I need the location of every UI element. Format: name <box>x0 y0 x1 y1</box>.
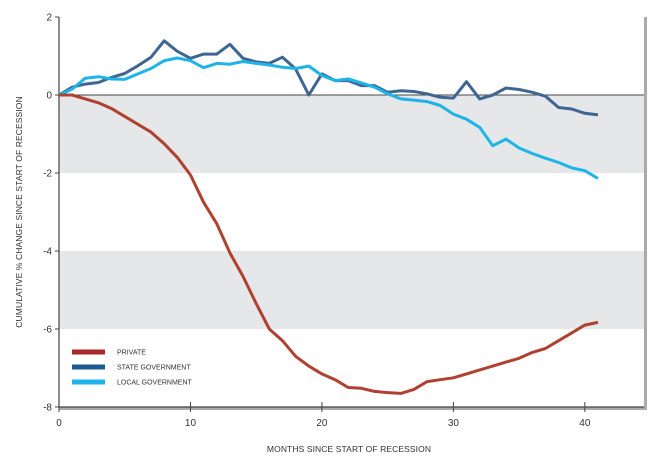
x-tick-label: 30 <box>448 418 460 429</box>
y-tick-label: 2 <box>46 13 52 24</box>
legend-swatch <box>72 349 105 355</box>
shaded-band <box>59 251 644 329</box>
y-axis-label: CUMULATIVE % CHANGE SINCE START OF RECES… <box>14 96 24 327</box>
legend-swatch <box>72 379 105 385</box>
x-axis-label: MONTHS SINCE START OF RECESSION <box>267 444 431 454</box>
legend: PRIVATE STATE GOVERNMENT LOCAL GOVERNMENT <box>72 349 193 387</box>
legend-label: STATE GOVERNMENT <box>117 365 191 372</box>
shaded-bands <box>59 95 644 329</box>
legend-swatch <box>72 364 105 370</box>
x-tick-label: 40 <box>579 418 591 429</box>
series-line-local-government <box>58 56 599 180</box>
x-tick-label: 0 <box>56 418 62 429</box>
y-tick-label: 0 <box>46 91 52 102</box>
x-tick-label: 20 <box>316 418 328 429</box>
y-tick-label: -2 <box>43 169 52 180</box>
y-tick-label: -8 <box>43 403 52 414</box>
y-tick-label: -4 <box>43 247 52 258</box>
y-tick-label: -6 <box>43 325 52 336</box>
series-line-private <box>59 93 599 395</box>
legend-label: PRIVATE <box>117 350 146 357</box>
x-tick-label: 10 <box>185 418 197 429</box>
legend-label: LOCAL GOVERNMENT <box>117 380 193 387</box>
axes: 20-2-4-6-80 10 20 30 40 <box>43 13 647 429</box>
series-lines <box>58 39 599 395</box>
